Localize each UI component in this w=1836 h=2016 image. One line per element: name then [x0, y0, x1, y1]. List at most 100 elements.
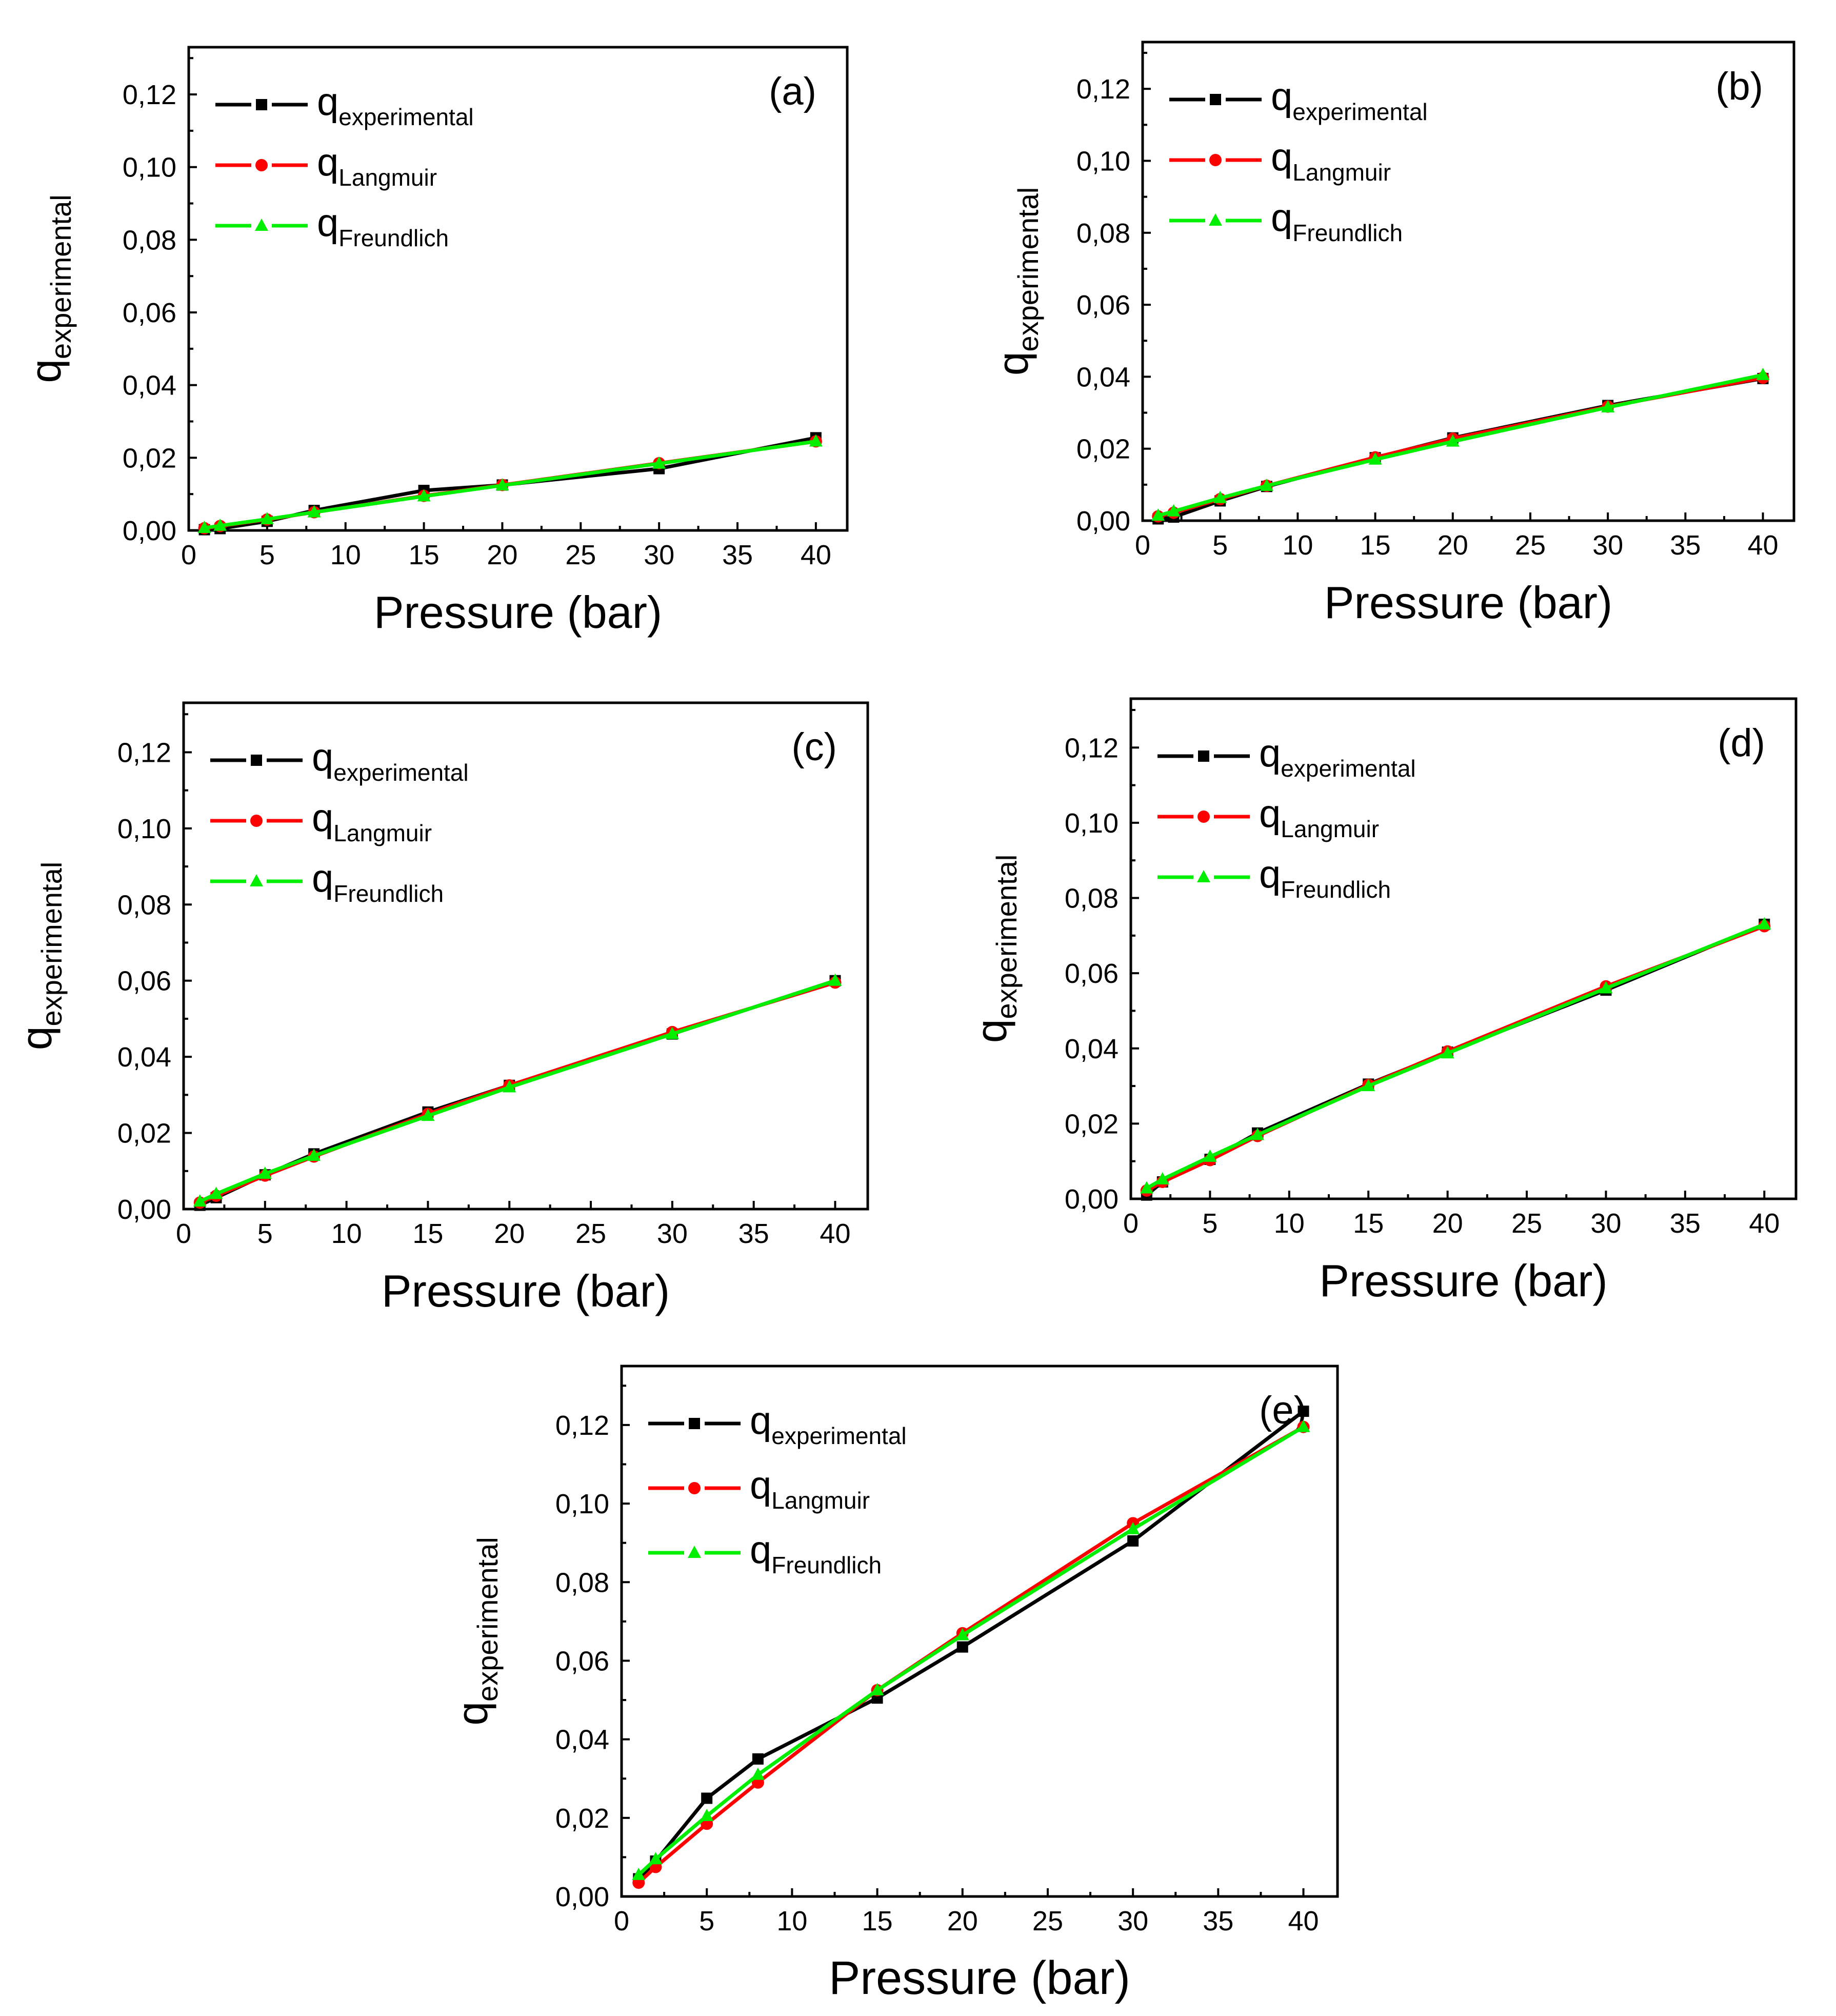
- y-axis-title-base: q: [967, 1019, 1015, 1043]
- panel-label: (c): [791, 725, 837, 769]
- legend-marker-experimental: [1210, 94, 1221, 105]
- data-point-freundlich: [955, 1628, 969, 1641]
- data-point-freundlich: [751, 1767, 765, 1780]
- chart-panel-3: 0 5 10 15 20 25 30 35 40 0,00 0,02 0,04 0,06 0,08 0,10…: [12, 701, 869, 1316]
- x-tick-label: 30: [1117, 1906, 1148, 1936]
- y-tick-label: 0,02: [123, 443, 176, 473]
- y-axis-title-sub: experimental: [35, 862, 68, 1026]
- data-point-freundlich: [1213, 490, 1227, 503]
- plot-area: [187, 46, 849, 532]
- data-point-freundlich: [1446, 434, 1460, 447]
- data-point-freundlich: [307, 1149, 321, 1161]
- legend-label-sub: experimental: [771, 1422, 906, 1449]
- x-tick-label: 0: [181, 540, 196, 570]
- x-tick-label: 5: [1202, 1208, 1218, 1239]
- legend-label-base: q: [317, 141, 338, 184]
- legend-marker-experimental: [1198, 750, 1209, 762]
- legend-label-sub: Langmuir: [338, 164, 437, 191]
- data-point-freundlich: [665, 1026, 679, 1039]
- y-tick-label: 0,10: [1065, 808, 1119, 839]
- x-tick-label: 10: [776, 1906, 807, 1936]
- legend-marker-freundlich: [1197, 870, 1210, 882]
- x-tick-label: 20: [487, 540, 517, 570]
- data-point-freundlich: [209, 1187, 223, 1199]
- legend-label-base: q: [1271, 196, 1292, 240]
- y-tick-label: 0,10: [555, 1489, 609, 1519]
- data-point-freundlich: [1260, 478, 1273, 491]
- legend-item-langmuir: qLangmuir: [215, 141, 437, 191]
- y-tick-label: 0,08: [1076, 218, 1130, 249]
- y-tick-label: 0,06: [555, 1646, 609, 1676]
- y-tick-label: 0,02: [117, 1118, 171, 1149]
- x-tick-label: 30: [657, 1218, 688, 1249]
- legend-label-sub: experimental: [333, 759, 468, 786]
- series-line-experimental: [204, 436, 816, 532]
- x-tick-label: 20: [947, 1906, 978, 1936]
- series-line-langmuir: [199, 981, 836, 1204]
- legend-label: qexperimental: [750, 1399, 907, 1449]
- y-tick-label: 0,04: [1065, 1034, 1119, 1064]
- legend-label: qFreundlich: [750, 1528, 882, 1578]
- data-point-freundlich: [260, 512, 274, 525]
- y-tick-label: 0,06: [1076, 290, 1130, 321]
- data-point-experimental: [752, 1753, 764, 1765]
- legend-label-base: q: [317, 80, 338, 124]
- y-axis-title: qexperimental: [989, 187, 1044, 375]
- data-point-freundlich: [1756, 367, 1770, 380]
- data-point-freundlich: [870, 1683, 884, 1695]
- y-axis-title: qexperimental: [22, 194, 77, 383]
- x-tick-label: 15: [1353, 1208, 1384, 1239]
- legend-item-langmuir: qLangmuir: [1169, 135, 1391, 186]
- legend-label: qFreundlich: [312, 857, 444, 907]
- legend-label-base: q: [1271, 135, 1292, 179]
- x-tick-label: 25: [565, 540, 596, 570]
- y-tick-label: 0,08: [117, 890, 171, 920]
- y-tick-label: 0,00: [117, 1194, 171, 1225]
- y-tick-label: 0,00: [1076, 506, 1130, 537]
- legend-label-base: q: [1271, 75, 1292, 118]
- x-tick-label: 20: [494, 1218, 525, 1249]
- data-point-freundlich: [1155, 1172, 1169, 1184]
- data-point-freundlich: [828, 973, 842, 986]
- plot-area: [182, 701, 869, 1211]
- data-point-freundlich: [1167, 504, 1181, 517]
- x-tick-label: 10: [1274, 1208, 1305, 1239]
- series-line-freundlich: [637, 1425, 1305, 1876]
- data-point-freundlich: [1296, 1419, 1310, 1432]
- x-tick-label: 0: [1135, 530, 1150, 561]
- x-tick-label: 35: [722, 540, 753, 570]
- legend-marker-freundlich: [688, 1546, 701, 1558]
- data-point-freundlich: [1601, 400, 1615, 413]
- legend-marker-experimental: [256, 99, 267, 110]
- data-point-freundlich: [1441, 1046, 1454, 1059]
- x-tick-label: 0: [614, 1906, 629, 1936]
- y-tick-label: 0,00: [123, 516, 176, 546]
- y-tick-label: 0,08: [1065, 883, 1119, 914]
- y-tick-label: 0,10: [123, 152, 176, 183]
- x-tick-label: 40: [1288, 1906, 1319, 1936]
- y-tick-label: 0,04: [123, 370, 176, 401]
- legend-item-freundlich: qFreundlich: [215, 201, 449, 251]
- data-point-experimental: [1298, 1406, 1309, 1417]
- x-tick-label: 35: [1670, 530, 1701, 561]
- legend-label: qexperimental: [312, 736, 469, 786]
- chart-panel-5: 0 5 10 15 20 25 30 35 40 0,00 0,02 0,04 0,06 0,08 0,10…: [448, 1365, 1339, 2004]
- x-tick-label: 40: [1747, 530, 1778, 561]
- legend-label-sub: Langmuir: [1292, 159, 1391, 186]
- y-tick-label: 0,04: [555, 1725, 609, 1755]
- x-tick-label: 25: [1511, 1208, 1542, 1239]
- legend-label-base: q: [750, 1528, 771, 1572]
- data-point-experimental: [1127, 1535, 1139, 1547]
- y-tick-label: 0,02: [1076, 434, 1130, 465]
- legend-marker-langmuir: [1209, 154, 1222, 166]
- data-point-freundlich: [809, 434, 823, 447]
- legend-marker-experimental: [689, 1418, 700, 1429]
- x-tick-label: 10: [330, 540, 361, 570]
- series-line-experimental: [1145, 922, 1765, 1197]
- legend-label-sub: experimental: [1292, 98, 1427, 125]
- data-point-freundlich: [700, 1808, 714, 1821]
- legend-marker-langmuir: [250, 815, 263, 827]
- legend-label-sub: Freundlich: [338, 225, 449, 251]
- data-point-freundlich: [1151, 508, 1165, 521]
